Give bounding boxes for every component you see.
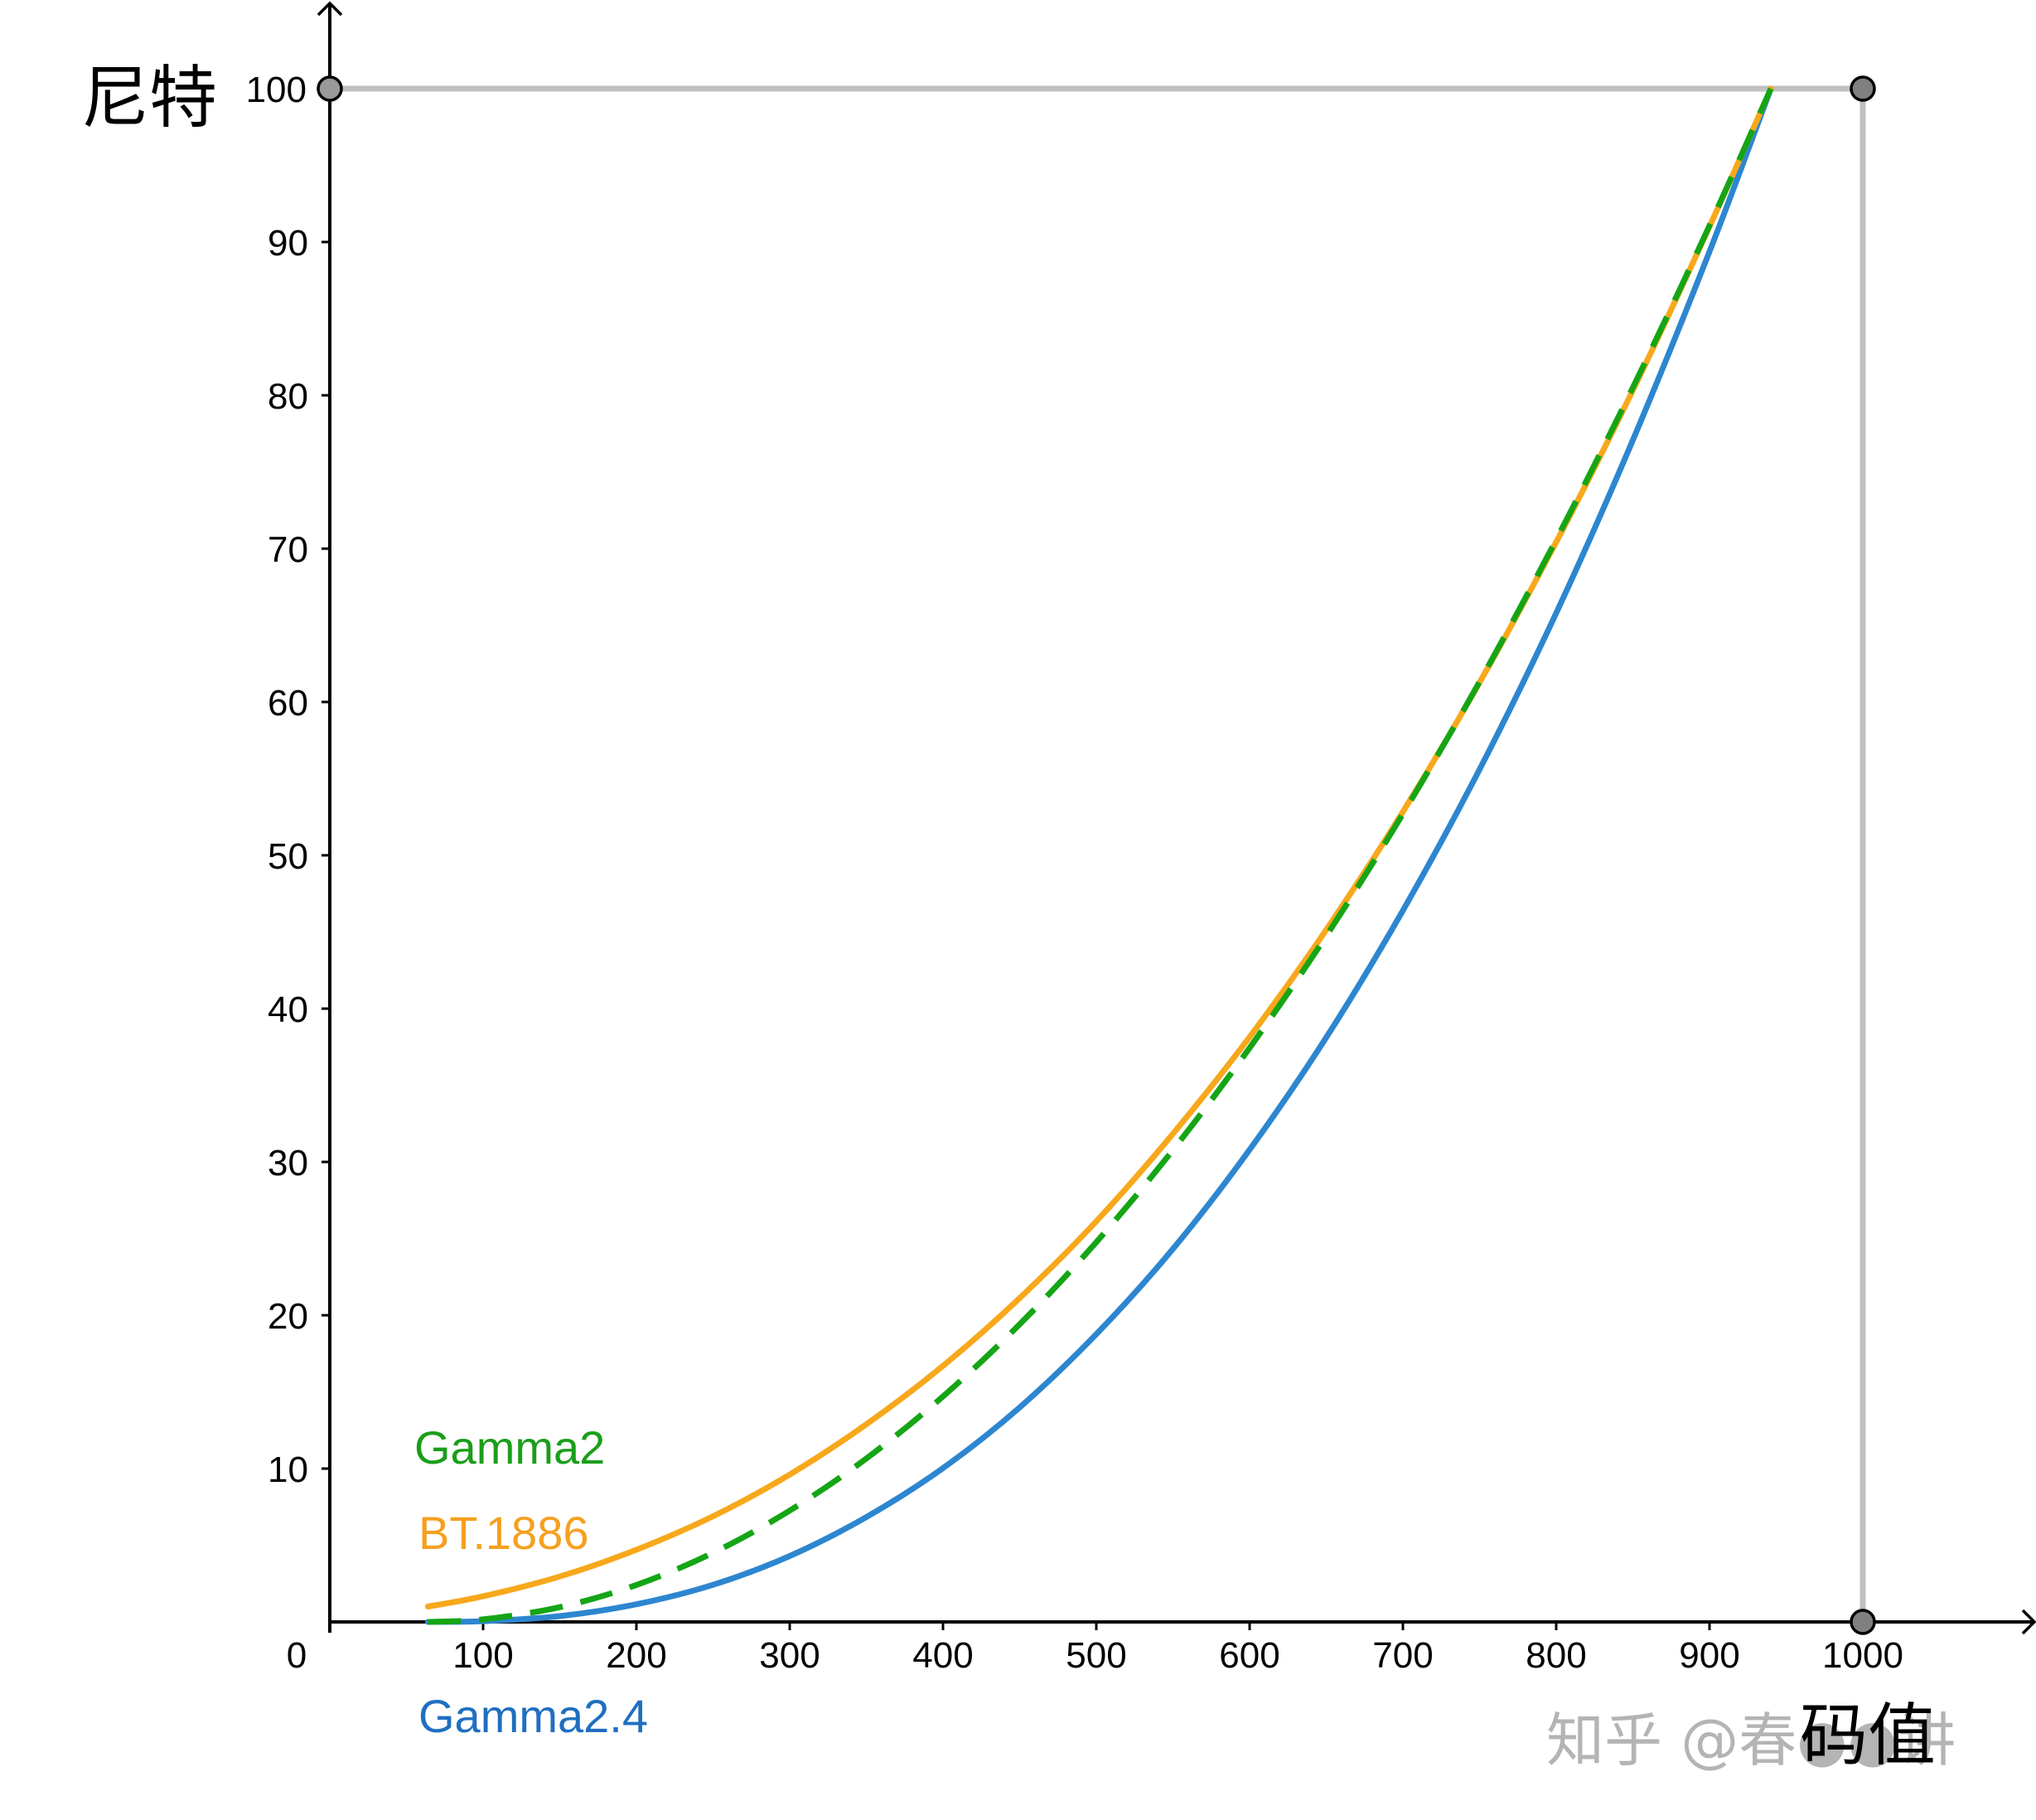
x-tick-label: 300 (759, 1635, 820, 1676)
x-tick-label: 100 (452, 1635, 513, 1676)
curve-gamma2 (428, 87, 1774, 1625)
point-1000-0[interactable] (1850, 1609, 1876, 1635)
y-tick-label: 10 (268, 1450, 308, 1490)
point-0-100[interactable] (317, 75, 343, 102)
y-tick-label: 80 (268, 376, 308, 417)
x-axis-ticks: 100 200 300 400 500 600 700 800 900 1000 (452, 1622, 1903, 1676)
label-gamma2: Gamma2 (414, 1421, 605, 1474)
y-tick-label: 50 (268, 836, 308, 877)
curve-gamma24 (424, 85, 1774, 1625)
y-tick-label: 90 (268, 223, 308, 264)
label-gamma24: Gamma2.4 (418, 1690, 648, 1742)
curve-bt1886 (424, 85, 1774, 1609)
x-tick-label: 500 (1066, 1635, 1126, 1676)
y-tick-label: 30 (268, 1143, 308, 1183)
x-tick-label: 700 (1372, 1635, 1433, 1676)
origin-label: 0 (287, 1635, 307, 1676)
x-tick-label: 400 (912, 1635, 973, 1676)
reference-points (317, 75, 1876, 1635)
y-tick-label: 40 (268, 990, 308, 1030)
x-axis-title: 码值 (1800, 1697, 1936, 1775)
curves (424, 85, 1774, 1625)
x-tick-label: 600 (1219, 1635, 1279, 1676)
x-axis-arrow-icon (2021, 1609, 2036, 1635)
y-tick-label: 100 (246, 70, 307, 110)
watermark-text: 知乎 @春●●讲 (1546, 1706, 1956, 1774)
x-tick-label: 900 (1679, 1635, 1739, 1676)
y-tick-label: 60 (268, 683, 308, 724)
x-tick-label: 200 (606, 1635, 666, 1676)
axes: 100 200 300 400 500 600 700 800 900 1000 10203040… (246, 1, 2036, 1676)
y-tick-label: 70 (268, 530, 308, 570)
y-tick-label: 20 (268, 1296, 308, 1337)
x-tick-label: 800 (1526, 1635, 1586, 1676)
y-axis-arrow-icon (317, 1, 343, 17)
point-1000-100[interactable] (1850, 75, 1876, 102)
x-tick-label: 1000 (1822, 1635, 1903, 1676)
reference-box (330, 85, 1866, 1622)
y-axis-title: 尼特 (81, 59, 217, 138)
label-bt1886: BT.1886 (418, 1507, 589, 1559)
y-axis-ticks: 10 20 30 40 50 60 70 80 90 100 (246, 70, 330, 1490)
